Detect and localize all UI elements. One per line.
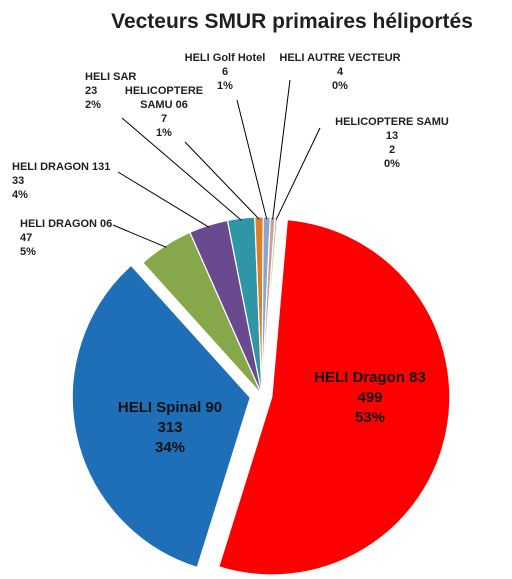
label-name-heli-dragon-83: HELI Dragon 83 bbox=[314, 369, 426, 386]
label-name-heli-golf-hotel: HELI Golf Hotel bbox=[185, 52, 266, 64]
label-percent-heli-dragon-83: 53% bbox=[355, 409, 385, 426]
label-percent-heli-golf-hotel: 1% bbox=[217, 80, 233, 92]
label-name-helicoptere-samu-06: HELICOPTERE SAMU 06 bbox=[125, 85, 203, 111]
label-value-heli-spinal-90: 313 bbox=[157, 419, 182, 436]
label-percent-heli-dragon-06: 5% bbox=[20, 246, 36, 258]
label-name-helicoptere-samu-13: HELICOPTERE SAMU 13 bbox=[335, 116, 449, 142]
label-name-heli-sar: HELI SAR bbox=[85, 71, 136, 83]
label-percent-helicoptere-samu-06: 1% bbox=[156, 127, 172, 139]
label-value-heli-golf-hotel: 6 bbox=[222, 66, 228, 78]
chart-title: Vecteurs SMUR primaires héliportés bbox=[111, 10, 473, 33]
label-name-heli-dragon-131: HELI DRAGON 131 bbox=[12, 161, 110, 173]
label-value-helicoptere-samu-06: 7 bbox=[161, 113, 167, 125]
label-value-helicoptere-samu-13: 2 bbox=[389, 144, 395, 156]
label-value-heli-autre-vecteur: 4 bbox=[337, 66, 344, 78]
label-value-heli-dragon-83: 499 bbox=[357, 389, 382, 406]
label-percent-heli-sar: 2% bbox=[85, 99, 101, 111]
label-name-heli-dragon-06: HELI DRAGON 06 bbox=[20, 218, 112, 230]
label-percent-heli-autre-vecteur: 0% bbox=[332, 80, 348, 92]
pie-slices bbox=[71, 216, 451, 576]
label-percent-heli-spinal-90: 34% bbox=[155, 439, 185, 456]
leader-heli-dragon-06 bbox=[112, 224, 167, 248]
label-value-heli-dragon-131: 33 bbox=[12, 175, 24, 187]
slice-heli-spinal-90 bbox=[71, 264, 251, 569]
label-name-heli-spinal-90: HELI Spinal 90 bbox=[118, 399, 222, 416]
label-name-heli-autre-vecteur: HELI AUTRE VECTEUR bbox=[279, 52, 400, 64]
leader-heli-dragon-131 bbox=[117, 171, 210, 228]
label-percent-helicoptere-samu-13: 0% bbox=[384, 158, 400, 170]
leader-heli-sar bbox=[121, 117, 242, 221]
leader-heli-autre-vecteur bbox=[272, 79, 291, 220]
slice-heli-dragon-83 bbox=[218, 218, 451, 576]
label-value-heli-sar: 23 bbox=[85, 85, 97, 97]
leader-helicoptere-samu-13 bbox=[275, 127, 321, 220]
label-value-heli-dragon-06: 47 bbox=[20, 232, 32, 244]
leader-lines bbox=[112, 79, 321, 248]
leader-heli-golf-hotel bbox=[236, 99, 268, 220]
label-percent-heli-dragon-131: 4% bbox=[12, 189, 28, 201]
slice-labels: HELI Dragon 83 499 53% HELI Spinal 90 313 34%… bbox=[12, 52, 449, 456]
leader-helicoptere-samu-06 bbox=[184, 141, 260, 220]
